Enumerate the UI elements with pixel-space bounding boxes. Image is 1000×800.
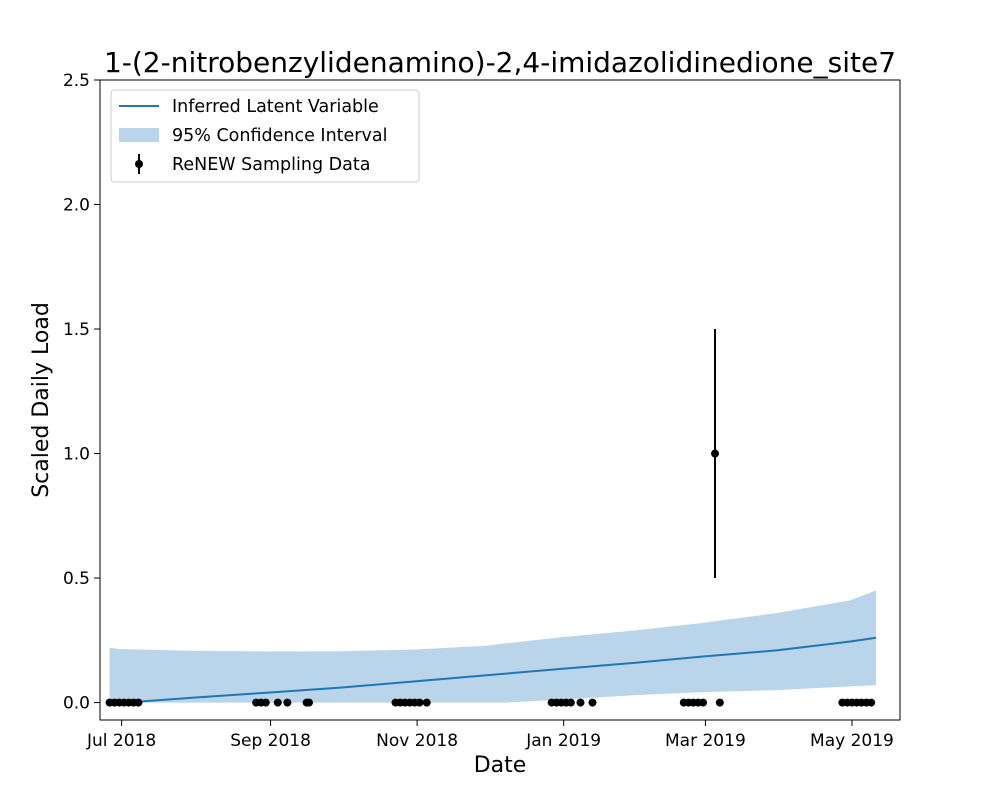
sampling-data-point [576, 698, 585, 707]
x-tick-label: May 2019 [810, 731, 894, 751]
y-tick-label: 0.0 [63, 694, 90, 714]
y-axis-label: Scaled Daily Load [29, 302, 54, 498]
y-tick-label: 2.0 [63, 196, 90, 216]
legend-point-swatch [135, 160, 143, 168]
sampling-data-point [305, 698, 314, 707]
sampling-data-point [415, 698, 424, 707]
y-tick-label: 2.5 [63, 71, 90, 91]
sampling-data-point [699, 698, 708, 707]
legend-band-swatch [119, 128, 159, 142]
latent-variable-line [109, 636, 877, 705]
legend-box [110, 89, 420, 183]
axes: 0.0 0.5 1.0 1.5 2.0 2.5 Jul 2018 Sep 2018 Nov 20… [63, 71, 901, 751]
sampling-data-point [422, 698, 431, 707]
y-tick-label: 0.5 [63, 569, 90, 589]
plot-area [105, 329, 877, 707]
plot-frame [99, 79, 901, 721]
sampling-data-point [261, 698, 270, 707]
y-tick-label: 1.5 [63, 320, 90, 340]
sampling-data-point [867, 698, 876, 707]
sampling-data-point [283, 698, 292, 707]
legend-entry-label: ReNEW Sampling Data [172, 155, 370, 175]
sampling-data-point [588, 698, 597, 707]
x-tick-label: Mar 2019 [665, 731, 746, 751]
legend: Inferred Latent Variable 95% Confidence I… [110, 89, 420, 183]
x-tick-label: Jul 2018 [86, 731, 156, 751]
x-tick-label: Jan 2019 [525, 731, 601, 751]
sampling-data-point [715, 698, 724, 707]
y-tick-label: 1.0 [63, 445, 90, 465]
sampling-data-point [134, 698, 143, 707]
confidence-interval-band [109, 590, 877, 703]
x-tick-label: Sep 2018 [230, 731, 311, 751]
sampling-data-point [273, 698, 282, 707]
legend-entry-label: 95% Confidence Interval [172, 126, 387, 146]
sampling-data-point [566, 698, 575, 707]
chart-title: 1-(2-nitrobenzylidenamino)-2,4-imidazoli… [104, 46, 896, 79]
legend-entry-label: Inferred Latent Variable [172, 97, 379, 117]
x-axis-label: Date [474, 753, 527, 778]
sampling-data-point [711, 449, 720, 458]
x-tick-label: Nov 2018 [376, 731, 458, 751]
